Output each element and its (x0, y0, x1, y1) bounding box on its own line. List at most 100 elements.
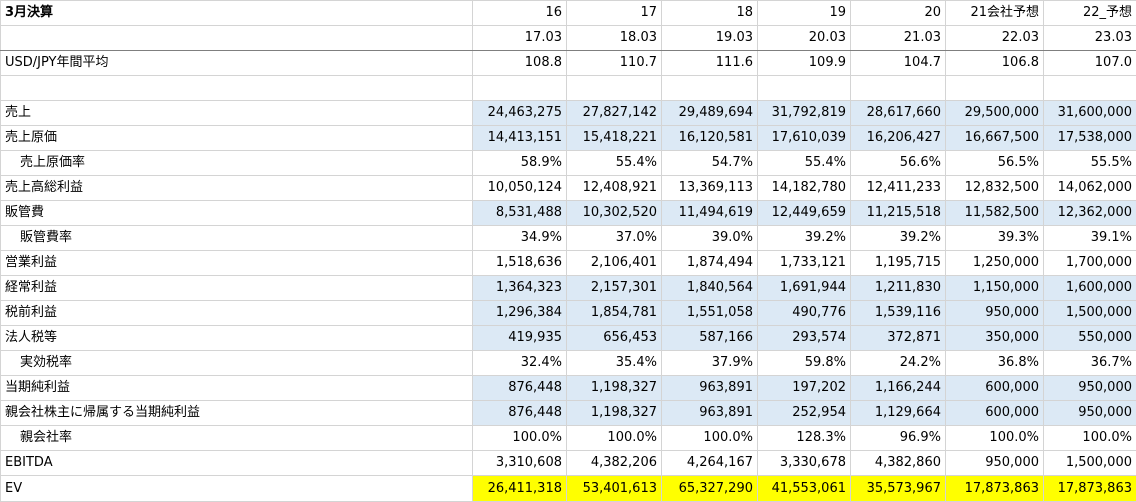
ev-label-cell[interactable]: EV (1, 476, 473, 502)
operating-income-value-cell[interactable]: 1,195,715 (851, 251, 946, 276)
sga-label-cell[interactable]: 販管費 (1, 201, 473, 226)
effective-tax-rate-value-cell[interactable]: 24.2% (851, 351, 946, 376)
fx-value-cell[interactable]: 107.0 (1044, 51, 1136, 76)
effective-tax-rate-label-cell[interactable]: 実効税率 (1, 351, 473, 376)
pretax-income-label-cell[interactable]: 税前利益 (1, 301, 473, 326)
sga-ratio-value-cell[interactable]: 39.1% (1044, 226, 1136, 251)
cost-of-sales-ratio-value-cell[interactable]: 55.4% (567, 151, 662, 176)
gross-profit-value-cell[interactable]: 12,408,921 (567, 176, 662, 201)
parent-ratio-value-cell[interactable]: 100.0% (567, 426, 662, 451)
period-cell[interactable]: 20.03 (758, 26, 851, 51)
year-cell[interactable]: 17 (567, 1, 662, 26)
ordinary-income-value-cell[interactable]: 1,364,323 (473, 276, 567, 301)
revenue-value-cell[interactable]: 28,617,660 (851, 101, 946, 126)
revenue-value-cell[interactable]: 24,463,275 (473, 101, 567, 126)
ev-value-cell[interactable]: 41,553,061 (758, 476, 851, 502)
fx-label-cell[interactable]: USD/JPY年間平均 (1, 51, 473, 76)
gross-profit-value-cell[interactable]: 12,832,500 (946, 176, 1044, 201)
ordinary-income-value-cell[interactable]: 1,600,000 (1044, 276, 1136, 301)
ev-value-cell[interactable]: 35,573,967 (851, 476, 946, 502)
income-taxes-value-cell[interactable]: 350,000 (946, 326, 1044, 351)
parent-ratio-value-cell[interactable]: 100.0% (946, 426, 1044, 451)
ordinary-income-label-cell[interactable]: 経常利益 (1, 276, 473, 301)
ebitda-value-cell[interactable]: 4,382,860 (851, 451, 946, 476)
empty-cell[interactable] (1, 76, 473, 101)
effective-tax-rate-value-cell[interactable]: 36.8% (946, 351, 1044, 376)
fx-value-cell[interactable]: 104.7 (851, 51, 946, 76)
period-cell[interactable]: 21.03 (851, 26, 946, 51)
cost-of-sales-label-cell[interactable]: 売上原価 (1, 126, 473, 151)
sga-ratio-value-cell[interactable]: 39.3% (946, 226, 1044, 251)
cost-of-sales-value-cell[interactable]: 16,206,427 (851, 126, 946, 151)
ordinary-income-value-cell[interactable]: 1,840,564 (662, 276, 758, 301)
net-income-attrib-parent-label-cell[interactable]: 親会社株主に帰属する当期純利益 (1, 401, 473, 426)
income-taxes-value-cell[interactable]: 419,935 (473, 326, 567, 351)
operating-income-value-cell[interactable]: 1,874,494 (662, 251, 758, 276)
year-cell[interactable]: 20 (851, 1, 946, 26)
income-taxes-label-cell[interactable]: 法人税等 (1, 326, 473, 351)
period-cell[interactable]: 19.03 (662, 26, 758, 51)
empty-cell[interactable] (1, 26, 473, 51)
pretax-income-value-cell[interactable]: 950,000 (946, 301, 1044, 326)
net-income-attrib-parent-value-cell[interactable]: 252,954 (758, 401, 851, 426)
parent-ratio-value-cell[interactable]: 128.3% (758, 426, 851, 451)
ebitda-value-cell[interactable]: 1,500,000 (1044, 451, 1136, 476)
income-taxes-value-cell[interactable]: 656,453 (567, 326, 662, 351)
revenue-value-cell[interactable]: 29,489,694 (662, 101, 758, 126)
period-cell[interactable]: 17.03 (473, 26, 567, 51)
ebitda-value-cell[interactable]: 3,330,678 (758, 451, 851, 476)
year-cell[interactable]: 21会社予想 (946, 1, 1044, 26)
net-income-attrib-parent-value-cell[interactable]: 963,891 (662, 401, 758, 426)
parent-ratio-value-cell[interactable]: 96.9% (851, 426, 946, 451)
ev-value-cell[interactable]: 17,873,863 (1044, 476, 1136, 502)
net-income-value-cell[interactable]: 197,202 (758, 376, 851, 401)
gross-profit-value-cell[interactable]: 14,182,780 (758, 176, 851, 201)
empty-cell[interactable] (662, 76, 758, 101)
ev-value-cell[interactable]: 65,327,290 (662, 476, 758, 502)
ev-value-cell[interactable]: 26,411,318 (473, 476, 567, 502)
year-cell[interactable]: 19 (758, 1, 851, 26)
sga-ratio-value-cell[interactable]: 39.2% (758, 226, 851, 251)
gross-profit-value-cell[interactable]: 14,062,000 (1044, 176, 1136, 201)
pretax-income-value-cell[interactable]: 1,539,116 (851, 301, 946, 326)
cost-of-sales-ratio-value-cell[interactable]: 55.4% (758, 151, 851, 176)
net-income-value-cell[interactable]: 950,000 (1044, 376, 1136, 401)
empty-cell[interactable] (567, 76, 662, 101)
ebitda-value-cell[interactable]: 4,382,206 (567, 451, 662, 476)
cost-of-sales-value-cell[interactable]: 15,418,221 (567, 126, 662, 151)
net-income-attrib-parent-value-cell[interactable]: 1,198,327 (567, 401, 662, 426)
effective-tax-rate-value-cell[interactable]: 37.9% (662, 351, 758, 376)
ordinary-income-value-cell[interactable]: 1,691,944 (758, 276, 851, 301)
period-cell[interactable]: 18.03 (567, 26, 662, 51)
year-cell[interactable]: 16 (473, 1, 567, 26)
net-income-attrib-parent-value-cell[interactable]: 1,129,664 (851, 401, 946, 426)
income-taxes-value-cell[interactable]: 587,166 (662, 326, 758, 351)
period-cell[interactable]: 22.03 (946, 26, 1044, 51)
net-income-value-cell[interactable]: 963,891 (662, 376, 758, 401)
operating-income-value-cell[interactable]: 1,518,636 (473, 251, 567, 276)
gross-profit-value-cell[interactable]: 10,050,124 (473, 176, 567, 201)
pretax-income-value-cell[interactable]: 490,776 (758, 301, 851, 326)
year-cell[interactable]: 22_予想 (1044, 1, 1136, 26)
operating-income-value-cell[interactable]: 1,700,000 (1044, 251, 1136, 276)
sga-value-cell[interactable]: 12,362,000 (1044, 201, 1136, 226)
cost-of-sales-value-cell[interactable]: 14,413,151 (473, 126, 567, 151)
gross-profit-value-cell[interactable]: 13,369,113 (662, 176, 758, 201)
net-income-value-cell[interactable]: 1,198,327 (567, 376, 662, 401)
operating-income-value-cell[interactable]: 1,250,000 (946, 251, 1044, 276)
fx-value-cell[interactable]: 106.8 (946, 51, 1044, 76)
net-income-label-cell[interactable]: 当期純利益 (1, 376, 473, 401)
parent-ratio-value-cell[interactable]: 100.0% (1044, 426, 1136, 451)
ebitda-value-cell[interactable]: 4,264,167 (662, 451, 758, 476)
net-income-value-cell[interactable]: 876,448 (473, 376, 567, 401)
ebitda-value-cell[interactable]: 3,310,608 (473, 451, 567, 476)
empty-cell[interactable] (473, 76, 567, 101)
operating-income-label-cell[interactable]: 営業利益 (1, 251, 473, 276)
cost-of-sales-ratio-label-cell[interactable]: 売上原価率 (1, 151, 473, 176)
sga-ratio-value-cell[interactable]: 37.0% (567, 226, 662, 251)
ordinary-income-value-cell[interactable]: 1,150,000 (946, 276, 1044, 301)
ebitda-value-cell[interactable]: 950,000 (946, 451, 1044, 476)
sga-ratio-value-cell[interactable]: 39.0% (662, 226, 758, 251)
gross-profit-value-cell[interactable]: 12,411,233 (851, 176, 946, 201)
pretax-income-value-cell[interactable]: 1,296,384 (473, 301, 567, 326)
